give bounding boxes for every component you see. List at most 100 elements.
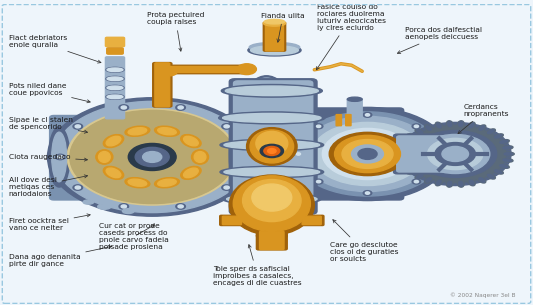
Ellipse shape [103,167,124,179]
FancyBboxPatch shape [336,115,342,126]
Text: Fasice coulso do
rociares duolrema
luturiv aleocicates
iy clres eclurdo: Fasice coulso do rociares duolrema lutur… [317,4,386,70]
Circle shape [176,105,185,110]
Ellipse shape [401,140,412,144]
Circle shape [434,153,439,155]
Ellipse shape [223,193,321,205]
Circle shape [264,146,280,156]
Ellipse shape [229,76,304,232]
Ellipse shape [224,141,320,149]
Circle shape [237,64,256,75]
Ellipse shape [107,86,123,90]
Ellipse shape [468,122,475,129]
Ellipse shape [49,127,70,187]
Ellipse shape [457,181,464,187]
Ellipse shape [107,77,123,81]
FancyBboxPatch shape [168,66,248,73]
Circle shape [73,185,83,190]
Ellipse shape [251,46,298,55]
Text: Sipae ie cl stalen
de spencorido: Sipae ie cl stalen de spencorido [9,117,87,133]
Ellipse shape [493,169,503,174]
Text: Fianda ulita: Fianda ulita [261,13,305,42]
Circle shape [73,124,83,129]
Circle shape [301,117,434,192]
Ellipse shape [125,126,150,136]
Circle shape [405,125,506,182]
FancyBboxPatch shape [302,216,321,224]
Ellipse shape [426,178,431,182]
Text: Firet oocktra sel
vano ce nelter: Firet oocktra sel vano ce nelter [9,214,90,231]
FancyBboxPatch shape [256,231,287,250]
Ellipse shape [495,135,502,138]
Circle shape [241,156,247,159]
FancyBboxPatch shape [233,81,313,212]
Ellipse shape [191,150,208,164]
Ellipse shape [249,42,300,52]
Text: © 2002 Naqerer 3el B: © 2002 Naqerer 3el B [450,292,515,298]
Text: Fiact debriators
enole quralia: Fiact debriators enole quralia [9,35,101,63]
Ellipse shape [479,178,484,182]
FancyBboxPatch shape [265,23,284,51]
Text: Tole sper ds safiscial
improibes a casalecs,
encages di die cuastres: Tole sper ds safiscial improibes a casal… [213,245,302,286]
Circle shape [322,128,413,180]
FancyBboxPatch shape [106,37,125,47]
FancyBboxPatch shape [107,48,123,54]
Ellipse shape [415,174,424,179]
FancyBboxPatch shape [50,116,141,200]
Ellipse shape [220,139,324,151]
Circle shape [70,110,235,203]
Circle shape [317,180,321,183]
Ellipse shape [402,165,410,168]
Ellipse shape [500,165,508,168]
Ellipse shape [219,112,325,124]
Ellipse shape [181,167,201,179]
Ellipse shape [183,136,198,146]
Ellipse shape [425,177,433,183]
Ellipse shape [458,181,463,186]
Ellipse shape [498,164,510,168]
FancyBboxPatch shape [348,99,362,117]
Circle shape [55,154,65,160]
Circle shape [58,156,63,159]
Text: Care go desclutoe
clos oi de guraties
or soulcts: Care go desclutoe clos oi de guraties or… [330,220,399,262]
Ellipse shape [401,164,412,168]
Circle shape [285,107,450,201]
Ellipse shape [500,140,508,143]
Ellipse shape [409,135,416,138]
Ellipse shape [468,179,475,186]
Circle shape [54,101,251,213]
Ellipse shape [425,125,433,131]
Ellipse shape [416,174,423,178]
Circle shape [75,125,80,128]
Ellipse shape [106,76,124,81]
Ellipse shape [158,128,176,135]
Ellipse shape [398,158,409,162]
Circle shape [121,205,126,208]
Ellipse shape [407,134,417,139]
Circle shape [412,179,421,184]
Ellipse shape [103,135,124,148]
Ellipse shape [158,179,176,186]
Ellipse shape [243,180,301,222]
Ellipse shape [227,195,317,203]
Circle shape [432,152,441,156]
FancyBboxPatch shape [393,134,453,174]
Ellipse shape [503,152,514,156]
Ellipse shape [98,204,111,209]
Ellipse shape [107,68,123,72]
Ellipse shape [83,200,94,204]
Ellipse shape [486,174,495,179]
Circle shape [239,154,249,160]
Circle shape [119,105,128,110]
Circle shape [352,145,383,163]
Circle shape [178,205,183,208]
Circle shape [67,109,237,205]
Ellipse shape [264,20,285,24]
Ellipse shape [181,135,201,148]
Ellipse shape [503,146,511,149]
Circle shape [412,124,421,129]
Ellipse shape [224,168,320,176]
Circle shape [366,192,369,194]
Ellipse shape [183,168,198,178]
FancyBboxPatch shape [55,151,462,160]
Text: Cur cat or prode
caseds process do
pnole carvo fadeia
poisade prosiena: Cur cat or prode caseds process do pnole… [99,223,169,250]
